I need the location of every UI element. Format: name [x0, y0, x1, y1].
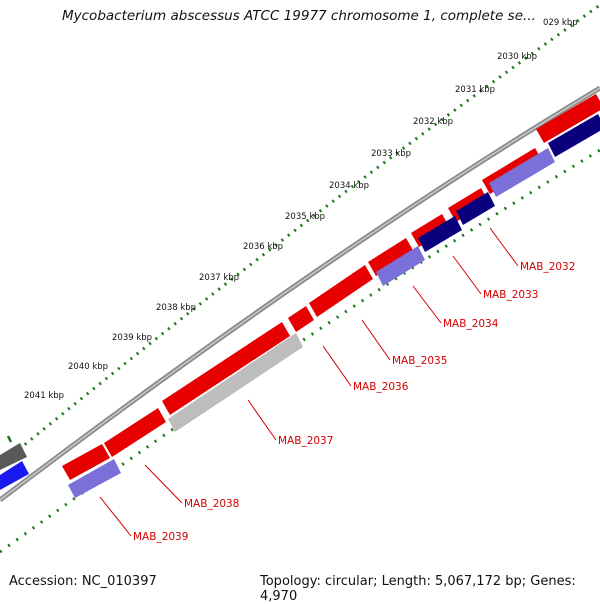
gene-callouts: [99, 227, 519, 537]
gene-label[interactable]: MAB_2037: [278, 435, 333, 447]
ruler-label: 2039 kbp: [112, 333, 152, 343]
map-title: Mycobacterium abscessus ATCC 19977 chrom…: [62, 8, 536, 24]
gene-label[interactable]: MAB_2035: [392, 355, 447, 367]
gene-arrow[interactable]: [168, 333, 303, 432]
gene-arrow[interactable]: [418, 216, 462, 252]
gene-label[interactable]: MAB_2039: [133, 531, 188, 543]
ruler-label: 2036 kbp: [243, 242, 283, 252]
ruler-tick: [6, 435, 13, 443]
gene-label[interactable]: MAB_2036: [353, 381, 409, 393]
gene-label[interactable]: MAB_2034: [443, 318, 499, 330]
gene-arrow[interactable]: [0, 461, 29, 490]
gene-arrow[interactable]: [309, 265, 373, 317]
gene-arrow[interactable]: [68, 459, 121, 498]
ruler-label: 2038 kbp: [156, 303, 196, 313]
gene-arrow[interactable]: [0, 443, 27, 470]
ruler-label: 2034 kbp: [329, 181, 369, 191]
gene-arrow[interactable]: [62, 444, 110, 480]
ruler-label: 2031 kbp: [455, 85, 495, 95]
gene-arrow[interactable]: [456, 192, 495, 225]
ruler-label: 2041 kbp: [24, 391, 64, 401]
ruler-label: 2030 kbp: [497, 52, 537, 62]
gene-label[interactable]: MAB_2032: [520, 261, 575, 273]
ruler-label: 2040 kbp: [68, 362, 108, 372]
gene-arrow[interactable]: [548, 114, 600, 157]
ruler-label: 2033 kbp: [371, 149, 411, 159]
gene-label[interactable]: MAB_2038: [184, 498, 239, 510]
gene-arrow[interactable]: [288, 306, 314, 332]
gene-arrow[interactable]: [536, 94, 600, 143]
inner-ruler: [0, 148, 600, 554]
gene-arrow[interactable]: [489, 148, 555, 197]
gene-label[interactable]: MAB_2033: [483, 289, 538, 301]
ruler-label: 2037 kbp: [199, 273, 239, 283]
ruler-label: 2035 kbp: [285, 212, 325, 222]
reverse-strand-genes: [68, 114, 600, 498]
gene-arrow[interactable]: [368, 238, 414, 276]
gene-arrow[interactable]: [104, 408, 166, 457]
gene-arrow[interactable]: [376, 246, 425, 286]
accession-label: Accession: NC_010397: [9, 574, 157, 589]
ruler-label: 2032 kbp: [413, 117, 453, 127]
gene-arrow[interactable]: [162, 322, 290, 415]
ruler-label: 029 kbp: [543, 18, 578, 28]
forward-strand-genes: [62, 94, 600, 480]
outer-ruler: [0, 3, 600, 467]
